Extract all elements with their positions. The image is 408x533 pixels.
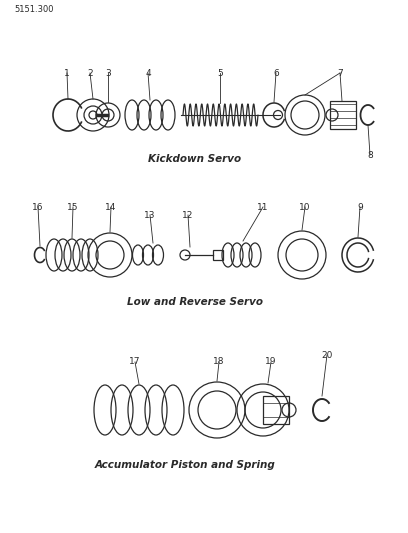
Text: 9: 9	[357, 203, 363, 212]
Text: 1: 1	[64, 69, 70, 77]
Text: 20: 20	[322, 351, 333, 359]
Text: Low and Reverse Servo: Low and Reverse Servo	[127, 297, 263, 307]
Text: 3: 3	[105, 69, 111, 77]
Bar	[263, 396, 289, 424]
Text: 6: 6	[273, 69, 279, 77]
Text: 5151.300: 5151.300	[14, 5, 53, 14]
Text: 8: 8	[367, 150, 373, 159]
Text: 13: 13	[144, 211, 156, 220]
Text: 12: 12	[182, 211, 194, 220]
Text: 18: 18	[213, 358, 225, 367]
Text: 2: 2	[87, 69, 93, 77]
Text: 11: 11	[257, 203, 269, 212]
Text: 17: 17	[129, 358, 141, 367]
Text: Accumulator Piston and Spring: Accumulator Piston and Spring	[95, 460, 275, 470]
Bar	[213, 250, 223, 260]
Text: 15: 15	[67, 203, 79, 212]
Bar	[330, 101, 356, 129]
Text: 7: 7	[337, 69, 343, 77]
Text: 4: 4	[145, 69, 151, 77]
Text: 19: 19	[265, 358, 277, 367]
Text: 10: 10	[299, 203, 311, 212]
Text: 14: 14	[105, 203, 117, 212]
Text: 5: 5	[217, 69, 223, 77]
Text: Kickdown Servo: Kickdown Servo	[149, 154, 242, 164]
Text: 16: 16	[32, 203, 44, 212]
